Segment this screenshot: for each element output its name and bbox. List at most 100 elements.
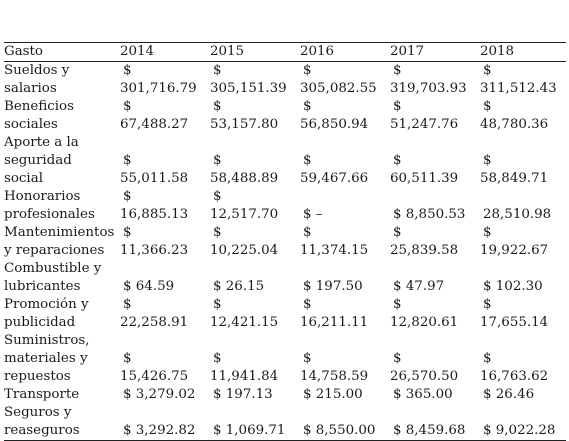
amount-value: 11,941.84: [210, 369, 279, 384]
amount-value: 51,247.76: [390, 117, 459, 132]
row-label-line: Transporte: [4, 387, 80, 402]
table-row: Combustible y lubricantes $ 64.59 $ 26.15 $ …: [4, 260, 566, 296]
value-cell: $11,941.84: [210, 332, 300, 386]
value-cell: $12,820.61: [390, 296, 480, 332]
value-cell: $56,850.94: [300, 98, 390, 134]
amount-value: $ 47.97: [393, 279, 445, 294]
amount-value: 11,374.15: [300, 243, 369, 258]
value-cell: $25,839.58: [390, 224, 480, 260]
amount-value: 58,849.71: [480, 171, 549, 186]
amount-value: $ 8,459.68: [393, 423, 466, 438]
row-label-line: lubricantes: [4, 279, 81, 294]
row-label: Sueldos y salarios: [4, 62, 120, 99]
value-cell: $ 9,022.28: [480, 404, 566, 441]
amount-value: 25,839.58: [390, 243, 459, 258]
value-cell: $ 8,850.53: [390, 188, 480, 224]
table-body: Sueldos y salarios $301,716.79 $305,151.39 $…: [4, 62, 566, 441]
value-cell: $16,763.62: [480, 332, 566, 386]
value-cell: $48,780.36: [480, 98, 566, 134]
amount-value: 19,922.67: [480, 243, 549, 258]
value-cell: $ 197.50: [300, 260, 390, 296]
row-label-line: repuestos: [4, 369, 71, 384]
header-gasto: Gasto: [4, 42, 120, 62]
row-label: Honorarios profesionales: [4, 188, 120, 224]
row-label-line: Promoción y: [4, 297, 89, 312]
row-label-line: publicidad: [4, 315, 76, 330]
currency-symbol: $: [123, 153, 132, 168]
currency-symbol: $: [483, 351, 492, 366]
table-row: Suministros, materiales y repuestos $15,426…: [4, 332, 566, 386]
value-cell: 28,510.98: [480, 188, 566, 224]
currency-symbol: $: [303, 225, 312, 240]
value-cell: $12,517.70: [210, 188, 300, 224]
currency-symbol: $: [393, 225, 402, 240]
row-label-line: seguridad: [4, 153, 72, 168]
header-2014: 2014: [120, 42, 210, 62]
currency-symbol: $: [483, 63, 492, 78]
value-cell: $22,258.91: [120, 296, 210, 332]
amount-value: 311,512.43: [480, 81, 557, 96]
expense-table: Gasto 2014 2015 2016 2017 2018 Sueldos y…: [4, 42, 566, 441]
amount-value: 48,780.36: [480, 117, 549, 132]
amount-value: $ 26.46: [483, 387, 535, 402]
amount-value: $ 64.59: [123, 279, 175, 294]
table-row: Promoción y publicidad $22,258.91 $12,421.1…: [4, 296, 566, 332]
value-cell: $59,467.66: [300, 134, 390, 188]
amount-value: 56,850.94: [300, 117, 369, 132]
amount-value: 16,763.62: [480, 369, 549, 384]
value-cell: $26,570.50: [390, 332, 480, 386]
value-cell: $ 197.13: [210, 386, 300, 404]
amount-value: 58,488.89: [210, 171, 279, 186]
amount-value: $ 197.50: [303, 279, 363, 294]
value-cell: $ 3,279.02: [120, 386, 210, 404]
currency-symbol: $: [213, 297, 222, 312]
value-cell: $12,421.15: [210, 296, 300, 332]
amount-value: 12,421.15: [210, 315, 279, 330]
amount-value: 55,011.58: [120, 171, 189, 186]
currency-symbol: $: [393, 99, 402, 114]
value-cell: $16,885.13: [120, 188, 210, 224]
row-label-line: salarios: [4, 81, 57, 96]
amount-value: $ 102.30: [483, 279, 543, 294]
amount-value: $ 1,069.71: [213, 423, 286, 438]
currency-symbol: $: [483, 297, 492, 312]
value-cell: $11,374.15: [300, 224, 390, 260]
currency-symbol: $: [393, 63, 402, 78]
amount-value: 12,517.70: [210, 207, 279, 222]
table-row: Mantenimientos y reparaciones $11,366.23 $…: [4, 224, 566, 260]
currency-symbol: $: [483, 153, 492, 168]
table-row: Seguros y reaseguros $ 3,292.82 $ 1,069.71 $…: [4, 404, 566, 441]
currency-symbol: $: [213, 189, 222, 204]
amount-value: 26,570.50: [390, 369, 459, 384]
currency-symbol: $: [393, 153, 402, 168]
amount-value: 28,510.98: [483, 207, 552, 222]
amount-value: 17,655.14: [480, 315, 549, 330]
value-cell: $53,157.80: [210, 98, 300, 134]
amount-value: 60,511.39: [390, 171, 459, 186]
amount-value: 15,426.75: [120, 369, 189, 384]
value-cell: $ 1,069.71: [210, 404, 300, 441]
value-cell: $60,511.39: [390, 134, 480, 188]
row-label-line: Honorarios: [4, 189, 81, 204]
value-cell: $ 47.97: [390, 260, 480, 296]
currency-symbol: $: [213, 153, 222, 168]
value-cell: $ 215.00: [300, 386, 390, 404]
currency-symbol: $: [213, 99, 222, 114]
value-cell: $17,655.14: [480, 296, 566, 332]
value-cell: $ 8,550.00: [300, 404, 390, 441]
currency-symbol: $: [393, 297, 402, 312]
row-label: Aporte a la seguridad social: [4, 134, 120, 188]
value-cell: $ 64.59: [120, 260, 210, 296]
table-row: Aporte a la seguridad social $55,011.58 $58,…: [4, 134, 566, 188]
currency-symbol: $: [303, 153, 312, 168]
header-2015: 2015: [210, 42, 300, 62]
header-2016: 2016: [300, 42, 390, 62]
table-row: Sueldos y salarios $301,716.79 $305,151.39 $…: [4, 62, 566, 99]
row-label-line: profesionales: [4, 207, 95, 222]
value-cell: $ –: [300, 188, 390, 224]
amount-value: $ 26.15: [213, 279, 265, 294]
amount-value: 305,082.55: [300, 81, 377, 96]
amount-value: 14,758.59: [300, 369, 369, 384]
value-cell: $11,366.23: [120, 224, 210, 260]
currency-symbol: $: [213, 225, 222, 240]
